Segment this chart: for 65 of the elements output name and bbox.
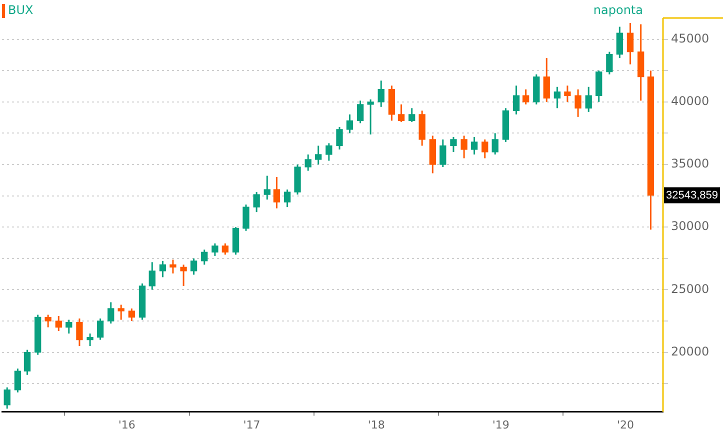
candlestick — [118, 304, 124, 321]
candlestick — [356, 100, 364, 124]
x-tick-label: '19 — [492, 418, 510, 432]
candlestick — [86, 332, 94, 347]
candlestick — [128, 308, 136, 322]
candlestick — [264, 175, 270, 200]
candlestick — [273, 176, 280, 210]
candlestick — [24, 349, 31, 376]
candlestick — [554, 86, 561, 109]
candlestick — [304, 154, 312, 172]
candlestick — [460, 134, 468, 159]
candlestick — [626, 22, 634, 66]
candlestick — [564, 84, 571, 103]
candlestick — [212, 242, 218, 257]
x-tick-label: '16 — [118, 418, 136, 432]
candlestick — [55, 315, 62, 332]
candlestick — [326, 142, 332, 162]
candlestick — [450, 136, 457, 153]
candlestick — [4, 386, 10, 410]
candlestick — [14, 368, 22, 394]
chart-title: BUX — [8, 3, 34, 18]
candlestick — [253, 191, 260, 213]
candlestick — [108, 301, 114, 324]
chart-subtitle: naponta — [593, 3, 643, 18]
candlestick — [148, 261, 156, 290]
y-tick-label: 20000 — [671, 344, 710, 358]
candlestick — [408, 107, 416, 123]
candlestick — [616, 26, 623, 59]
y-tick-label: 35000 — [671, 156, 710, 171]
candlestick — [398, 104, 405, 123]
candlestick — [44, 314, 52, 328]
candlestick — [190, 258, 198, 276]
candlestick — [76, 318, 83, 347]
candlestick — [606, 51, 613, 76]
candlestick — [492, 132, 498, 156]
candlestick — [66, 319, 72, 334]
candlestick — [96, 318, 104, 341]
candlestick — [222, 242, 229, 256]
candlestick — [336, 126, 343, 150]
candlestick — [201, 248, 208, 266]
y-tick-label: 25000 — [671, 282, 710, 296]
candlestick — [482, 138, 488, 159]
candlestick — [543, 57, 550, 103]
y-tick-label: 45000 — [671, 31, 710, 46]
candlestick — [315, 144, 322, 166]
candlestick — [585, 86, 592, 113]
text: 32543,859 — [666, 189, 718, 202]
x-tick-label: '18 — [368, 418, 385, 432]
x-tick-label: '17 — [243, 418, 260, 432]
candlestick — [378, 80, 384, 108]
candlestick — [242, 204, 250, 232]
y-tick-label: 30000 — [671, 219, 710, 234]
candlestick — [170, 258, 176, 274]
candlestick — [522, 88, 530, 106]
candlestick — [284, 188, 291, 208]
candlestick — [159, 260, 166, 278]
candlestick — [346, 114, 354, 134]
candlestick — [574, 88, 582, 118]
candlestick — [470, 136, 478, 156]
candlestick — [440, 138, 446, 168]
candlestick — [512, 84, 520, 116]
candlestick — [180, 264, 187, 287]
y-tick-label: 40000 — [671, 94, 710, 108]
x-tick-label: '20 — [616, 418, 634, 432]
candlestick — [367, 98, 374, 136]
